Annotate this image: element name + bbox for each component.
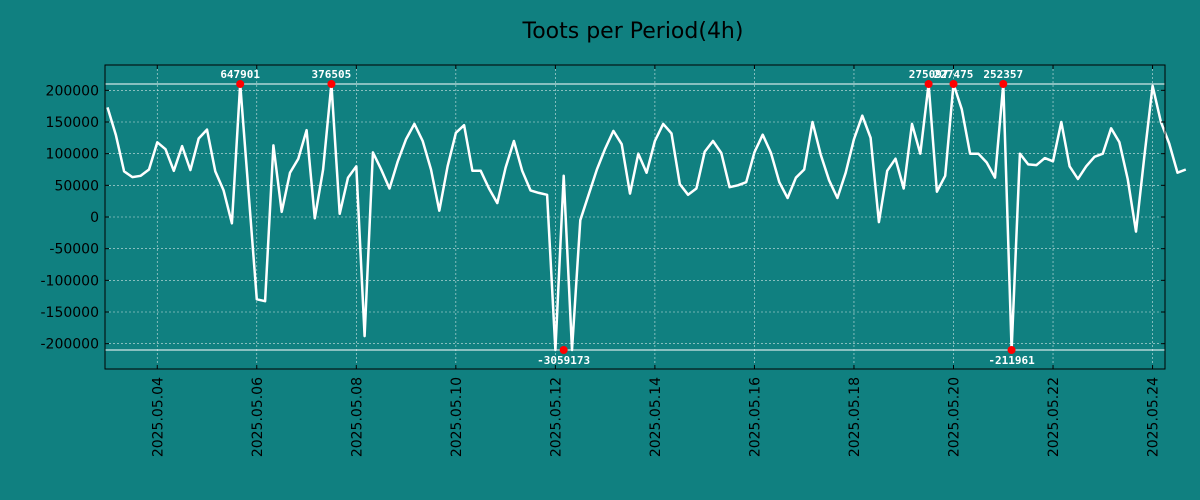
grid: [105, 65, 1165, 369]
x-axis: 2025.05.04 2025.05.06 2025.05.08 2025.05.10…: [150, 65, 1162, 457]
annotation-markers: [236, 80, 1016, 354]
peak-marker: [1007, 346, 1016, 354]
y-tick-label: -50000: [49, 242, 99, 258]
x-tick-label: 2025.05.04: [150, 377, 166, 457]
x-tick-label: 2025.05.20: [946, 377, 962, 457]
y-axis: -200000 -150000 -100000 -50000 0 50000 100000 1…: [41, 83, 1165, 353]
annotation-label: 647901: [220, 68, 260, 81]
series-line: [106, 82, 1187, 352]
peak-marker: [327, 80, 336, 88]
annotation-label: 252357: [983, 68, 1023, 81]
annotation-label: -211961: [988, 354, 1035, 367]
y-tick-label: -100000: [41, 273, 100, 289]
y-tick-label: 50000: [54, 178, 99, 194]
y-tick-label: -200000: [41, 337, 100, 353]
x-tick-label: 2025.05.12: [548, 377, 564, 457]
clip-lines: [105, 83, 1165, 351]
annotation-label: 227475: [934, 68, 974, 81]
peak-marker: [949, 80, 958, 88]
chart-title: Toots per Period(4h): [522, 19, 744, 44]
y-tick-label: 200000: [46, 83, 99, 99]
x-tick-label: 2025.05.10: [449, 377, 465, 457]
x-tick-label: 2025.05.24: [1146, 377, 1162, 457]
x-tick-label: 2025.05.18: [847, 377, 863, 457]
series-layer: [106, 82, 1187, 352]
y-tick-label: 0: [90, 210, 99, 226]
peak-marker: [924, 80, 933, 88]
y-tick-label: -150000: [41, 305, 100, 321]
y-tick-label: 150000: [46, 115, 99, 131]
peak-marker: [236, 80, 245, 88]
annotation-label: 275097: [909, 68, 949, 81]
annotation-label: -3059173: [537, 354, 590, 367]
annotation-label: 376505: [312, 68, 352, 81]
peak-marker: [999, 80, 1008, 88]
x-tick-label: 2025.05.08: [349, 377, 365, 457]
peak-marker: [559, 346, 568, 354]
x-tick-label: 2025.05.14: [648, 377, 664, 457]
y-tick-label: 100000: [46, 147, 99, 163]
x-tick-label: 2025.05.16: [747, 377, 763, 457]
x-tick-label: 2025.05.22: [1046, 377, 1062, 457]
x-tick-label: 2025.05.06: [250, 377, 266, 457]
